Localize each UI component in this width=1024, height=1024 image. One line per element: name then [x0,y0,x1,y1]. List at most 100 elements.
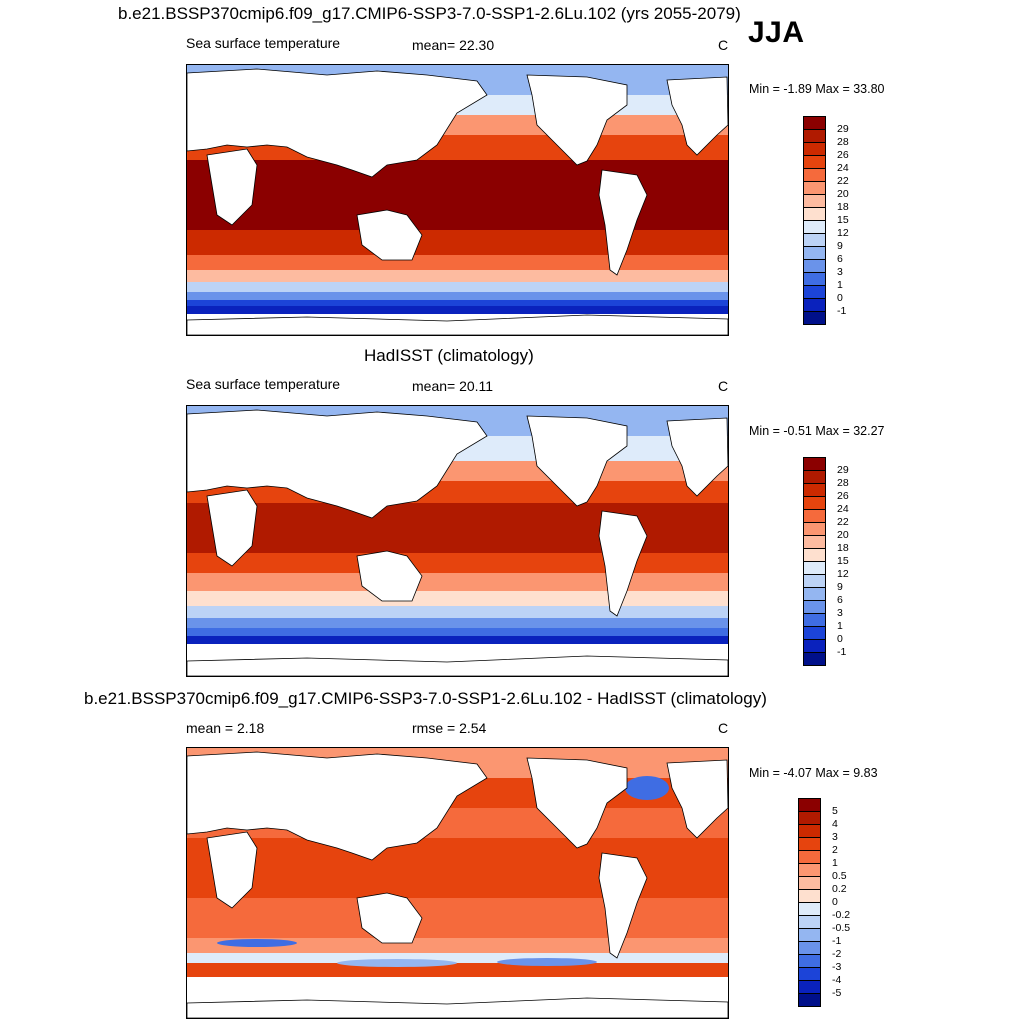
panel3-colorbar-swatch [798,902,821,916]
panel1-title: b.e21.BSSP370cmip6.f09_g17.CMIP6-SSP3-7.… [118,4,741,23]
panel3-title: b.e21.BSSP370cmip6.f09_g17.CMIP6-SSP3-7.… [84,689,767,708]
panel2-colorbar-swatch [803,587,826,601]
panel3-colorbar-swatch [798,954,821,968]
panel1-colorbar-tick: 26 [837,149,849,161]
panel2-colorbar-tick: 22 [837,516,849,528]
panel2-colorbar-swatch [803,613,826,627]
panel2-colorbar-tick: 9 [837,581,843,593]
panel1-colorbar-tick: -1 [837,305,847,317]
panel1-colorbar-tick: 29 [837,123,849,135]
panel2-colorbar-tick: -1 [837,646,847,658]
panel2-colorbar-swatch [803,561,826,575]
panel3-colorbar-tick: -5 [832,987,842,999]
panel3-colorbar-swatch [798,876,821,890]
panel2-colorbar-swatch [803,600,826,614]
panel3-colorbar-swatch [798,889,821,903]
panel3-units-label: C [718,720,729,736]
panel1-colorbar-swatch [803,272,826,286]
panel1-colorbar-swatch [803,168,826,182]
panel2-colorbar-swatch [803,483,826,497]
panel3-colorbar-swatch [798,798,821,812]
panel1-colorbar-tick: 9 [837,240,843,252]
panel2-colorbar-swatch [803,535,826,549]
panel3-colorbar-swatch [798,837,821,851]
panel2-colorbar-tick: 24 [837,503,849,515]
panel1-colorbar-swatch [803,285,826,299]
panel2-colorbar-swatch [803,470,826,484]
panel2-colorbar-swatch [803,574,826,588]
panel2-colorbar-swatch [803,652,826,666]
panel3-colorbar-tick: 5 [832,805,838,817]
panel3-colorbar-swatch [798,967,821,981]
panel2-variable-label: Sea surface temperature [186,376,341,392]
panel2-colorbar-tick: 0 [837,633,843,645]
panel3-colorbar-swatch [798,811,821,825]
panel3-colorbar-swatch [798,980,821,994]
panel2-units-label: C [718,378,729,394]
season-label: JJA [748,16,805,49]
panel2-colorbar-swatch [803,626,826,640]
panel3-colorbar-swatch [798,863,821,877]
panel3-colorbar-tick: 3 [832,831,838,843]
panel2-colorbar-tick: 29 [837,464,849,476]
panel3-rmse-label: rmse = 2.54 [412,720,487,736]
panel2-colorbar-swatch [803,522,826,536]
panel2-colorbar-swatch [803,457,826,471]
panel1-colorbar-swatch [803,246,826,260]
panel1-colorbar-tick: 12 [837,227,849,239]
panel3-colorbar-tick: -0.2 [832,909,851,921]
continents [187,68,728,335]
panel2-colorbar-tick: 12 [837,568,849,580]
panel1-colorbar-swatch [803,142,826,156]
panel1-colorbar-swatch [803,116,826,130]
panel1-colorbar-tick: 24 [837,162,849,174]
panel2-colorbar-tick: 20 [837,529,849,541]
panel1-variable-label: Sea surface temperature [186,35,341,51]
panel2-colorbar-swatch [803,548,826,562]
panel3-colorbar-tick: -4 [832,974,842,986]
panel2-minmax-label: Min = -0.51 Max = 32.27 [749,424,885,438]
panel1-colorbar-swatch [803,311,826,325]
panel3-colorbar-tick: 1 [832,857,838,869]
panel1-colorbar-tick: 3 [837,266,843,278]
panel3-colorbar-tick: -1 [832,935,842,947]
panel2-colorbar-tick: 18 [837,542,849,554]
panel2-colorbar-swatch [803,509,826,523]
panel2-colorbar-tick: 26 [837,490,849,502]
panel1-colorbar-tick: 1 [837,279,843,291]
panel2-title: HadISST (climatology) [364,346,534,365]
panel1-colorbar-swatch [803,259,826,273]
panel1-colorbar-swatch [803,220,826,234]
panel3-colorbar-swatch [798,928,821,942]
panel1-colorbar-swatch [803,194,826,208]
panel2-colorbar-tick: 6 [837,594,843,606]
panel2-colorbar-tick: 3 [837,607,843,619]
panel1-colorbar-tick: 20 [837,188,849,200]
panel3-minmax-label: Min = -4.07 Max = 9.83 [749,766,878,780]
panel3-colorbar-tick: 4 [832,818,838,830]
panel1-units-label: C [718,37,729,53]
panel3-colorbar-tick: 0 [832,896,838,908]
panel2-colorbar-tick: 15 [837,555,849,567]
panel3-colorbar-tick: -2 [832,948,842,960]
panel3-mean-label: mean = 2.18 [186,720,265,736]
panel1-colorbar-swatch [803,207,826,221]
panel3-colorbar-swatch [798,850,821,864]
panel3-colorbar-swatch [798,824,821,838]
panel2-colorbar-swatch [803,496,826,510]
panel2-sst-map [186,405,729,677]
panel3-colorbar-tick: 0.2 [832,883,847,895]
panel1-colorbar-swatch [803,155,826,169]
panel3-colorbar-tick: -3 [832,961,842,973]
panel3-colorbar-tick: -0.5 [832,922,851,934]
panel3-colorbar-swatch [798,993,821,1007]
panel1-colorbar-swatch [803,181,826,195]
panel3-colorbar-tick: 2 [832,844,838,856]
panel1-colorbar-tick: 22 [837,175,849,187]
panel2-colorbar-swatch [803,639,826,653]
panel3-colorbar-tick: 0.5 [832,870,847,882]
panel1-colorbar-swatch [803,129,826,143]
panel2-colorbar-tick: 1 [837,620,843,632]
panel3-difference-map [186,747,729,1019]
continents [187,751,728,1018]
